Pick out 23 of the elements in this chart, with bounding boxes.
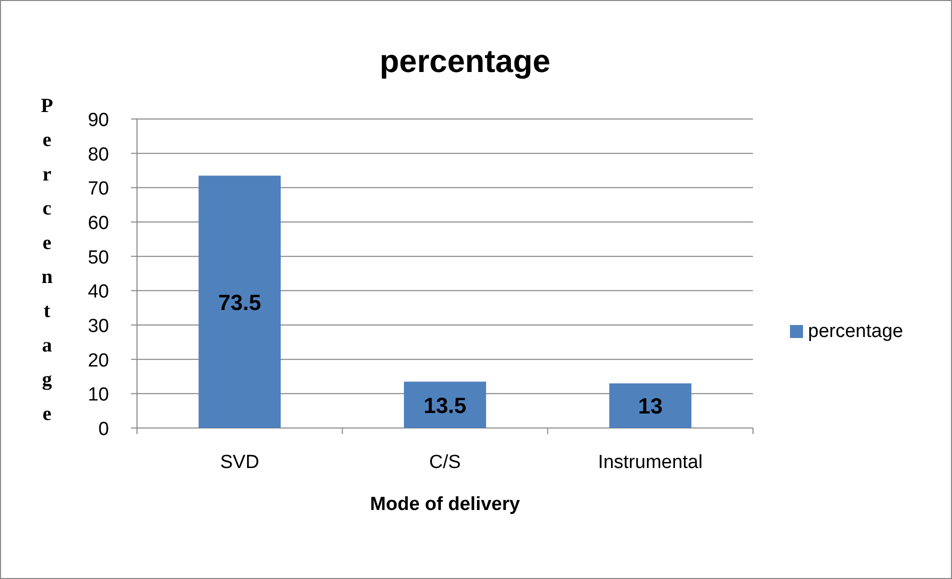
data-label: 73.5 (218, 290, 262, 315)
x-tick-label: SVD (220, 452, 260, 473)
data-label: 13 (638, 394, 663, 419)
y-tick-label: 50 (88, 247, 109, 268)
y-tick-label: 80 (88, 144, 109, 166)
x-tick-label: C/S (429, 452, 461, 473)
bar (609, 383, 692, 428)
data-label: 13.5 (424, 392, 466, 418)
chart-title: percentage (380, 43, 550, 79)
x-axis-title: Mode of delivery (370, 494, 520, 515)
y-tick-label: 20 (88, 350, 109, 372)
y-tick-label: 60 (88, 213, 109, 234)
y-tick-label: 90 (88, 110, 109, 131)
y-tick-label: 0 (98, 419, 109, 440)
y-tick-label: 30 (88, 316, 109, 337)
y-tick-label: 70 (88, 178, 109, 200)
bar (404, 382, 486, 428)
y-tick-label: 10 (88, 384, 109, 406)
legend-label: percentage (808, 321, 904, 342)
bar (198, 176, 281, 428)
text: Percentage (40, 95, 54, 425)
x-tick-label: Instrumental (598, 452, 703, 473)
y-tick-label: 40 (88, 282, 109, 303)
